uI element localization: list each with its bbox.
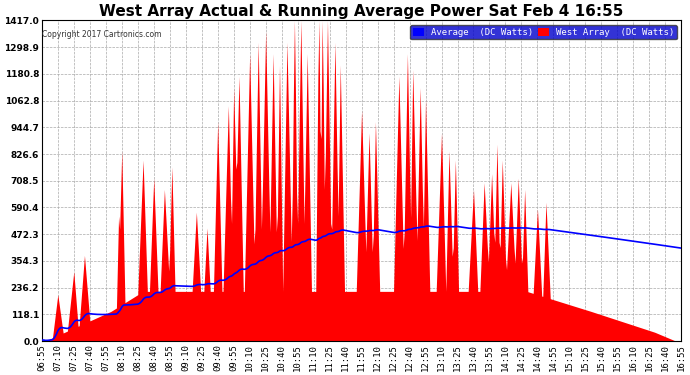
Legend: Average  (DC Watts), West Array  (DC Watts): Average (DC Watts), West Array (DC Watts… [411, 25, 677, 39]
Text: Copyright 2017 Cartronics.com: Copyright 2017 Cartronics.com [43, 30, 162, 39]
Title: West Array Actual & Running Average Power Sat Feb 4 16:55: West Array Actual & Running Average Powe… [99, 4, 624, 19]
